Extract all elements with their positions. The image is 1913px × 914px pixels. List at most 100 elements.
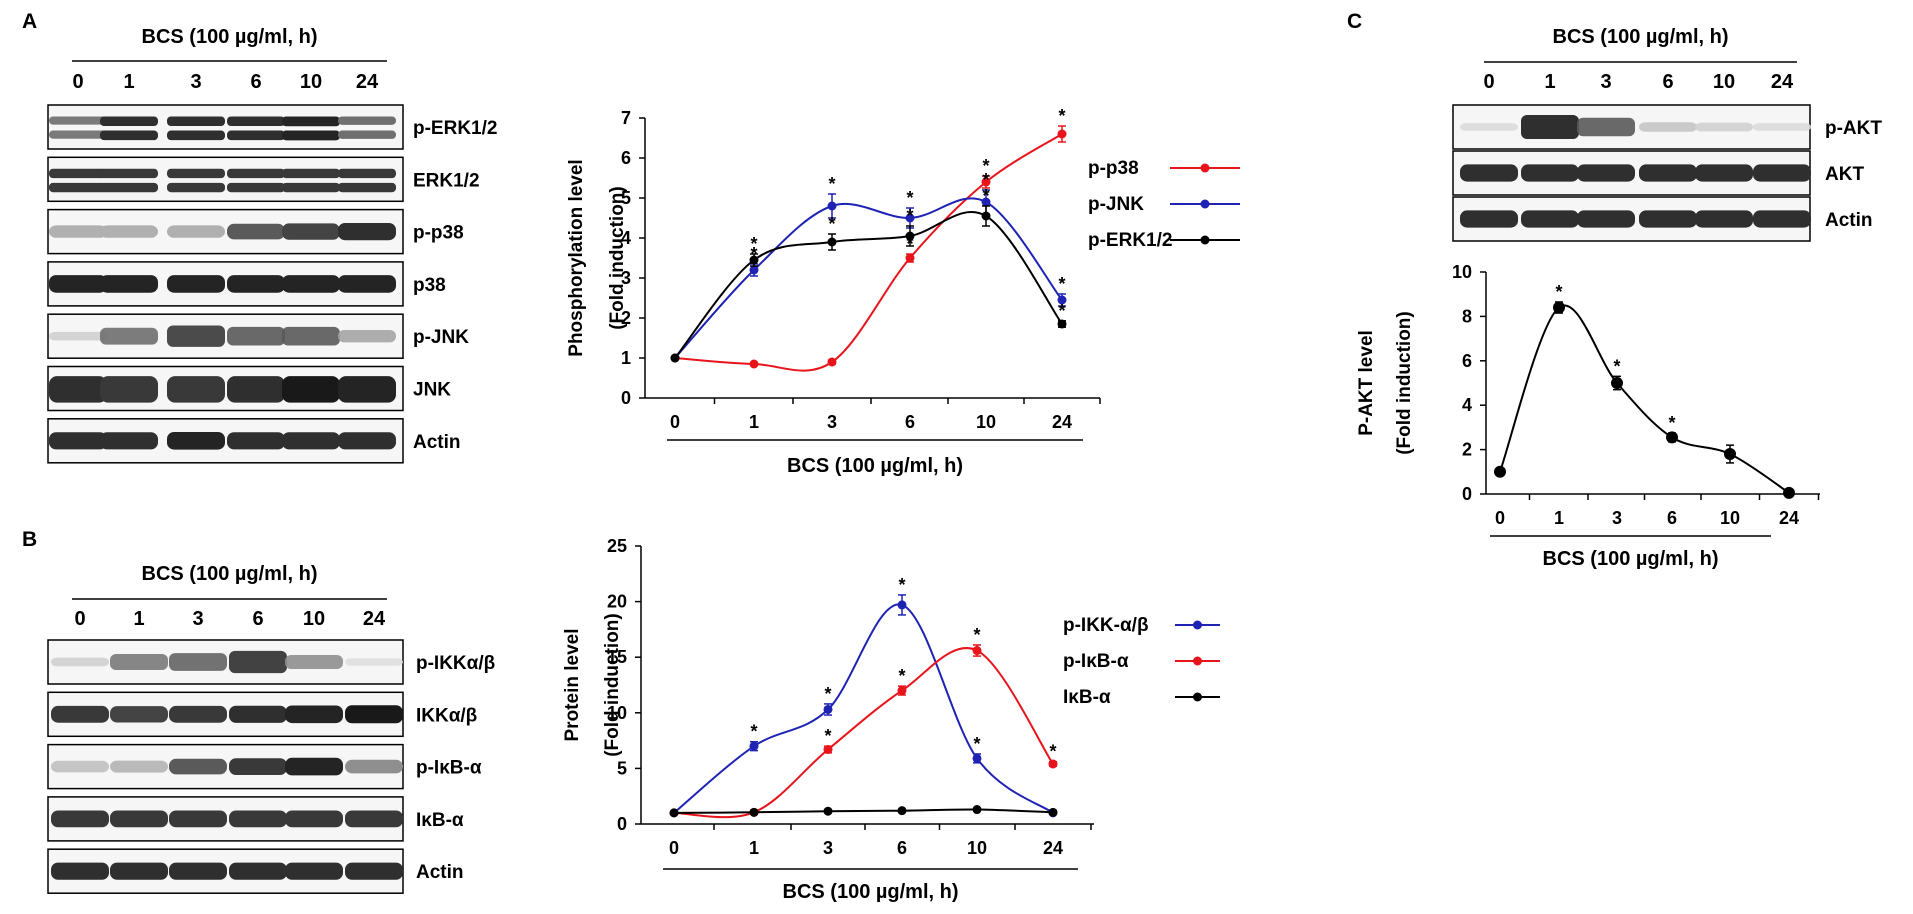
significance-star: *: [824, 684, 831, 704]
series-line: [1499, 304, 1790, 494]
data-point: [669, 808, 679, 818]
legend-swatch-marker: [1193, 692, 1202, 702]
lane-label-24: 24: [356, 71, 379, 93]
series-p-akt: * * *: [1494, 282, 1795, 499]
band: [227, 376, 285, 403]
y-tick-label-20: 20: [607, 592, 627, 612]
significance-star: *: [750, 234, 757, 254]
band: [1639, 122, 1697, 132]
band: [167, 325, 225, 347]
blot-row-p-ikkalpha-beta: p-IKKα/β: [47, 639, 495, 685]
lane-label-10: 10: [300, 71, 322, 93]
data-point: [1783, 486, 1795, 499]
band: [1639, 164, 1697, 182]
y-tick-label-3: 3: [621, 268, 631, 288]
band: [282, 116, 340, 127]
band: [338, 182, 396, 193]
band: [285, 862, 343, 880]
data-point: [749, 359, 759, 369]
band: [338, 432, 396, 450]
data-point: [905, 253, 915, 263]
y-tick-label-2: 2: [621, 308, 631, 328]
panel-label-c: C: [1347, 10, 1362, 33]
panel-label-b: B: [22, 528, 37, 551]
western-blot-b: BCS (100 µg/ml, h) 0 1 3 6 10 24 p-IKKα/β IKKα/β…: [47, 563, 495, 894]
band: [345, 705, 403, 724]
band: [1460, 123, 1518, 131]
blot-label-jnk: JNK: [413, 380, 451, 401]
band: [229, 650, 287, 674]
data-point: [823, 704, 833, 714]
data-point: [827, 237, 837, 247]
band: [51, 657, 109, 667]
data-point: [1611, 377, 1623, 389]
y-tick-label-2: 2: [1462, 440, 1472, 460]
band: [282, 130, 340, 141]
significance-star: *: [1049, 742, 1056, 762]
data-point: [1553, 301, 1565, 314]
significance-star: *: [906, 206, 913, 226]
band: [227, 182, 285, 193]
significance-star: *: [898, 666, 905, 686]
band: [51, 705, 109, 723]
data-point: [827, 201, 837, 211]
significance-star: *: [973, 625, 980, 645]
data-point: [905, 213, 915, 223]
series-line: [674, 211, 1063, 359]
lane-label-0: 0: [74, 608, 85, 630]
band: [1577, 117, 1635, 137]
chart-protein-b: 0 5 10 15 20 25 0 1 3 6 10 24 BCS (100 µg/ml, h) Prot…: [562, 536, 1220, 903]
band: [1753, 164, 1811, 182]
blot-header: BCS (100 µg/ml, h): [1553, 26, 1729, 48]
band: [169, 705, 227, 723]
legend-label-ikappab-alpha: IκB-α: [1063, 687, 1111, 708]
legend: p-p38 p-JNK p-ERK1/2: [1088, 158, 1240, 251]
blot-row-p-akt: p-AKT: [1452, 104, 1882, 150]
band: [49, 225, 107, 238]
band: [227, 168, 285, 179]
band: [49, 331, 107, 341]
band: [282, 326, 340, 346]
y-tick-label-15: 15: [607, 647, 627, 667]
significance-star: *: [898, 575, 905, 595]
series-line: [673, 808, 1054, 814]
data-point: [1057, 295, 1067, 305]
legend-swatch-marker: [1200, 163, 1210, 173]
lane-label-1: 1: [133, 608, 144, 630]
lane-label-10: 10: [1713, 71, 1735, 93]
band: [110, 760, 168, 773]
significance-star: *: [982, 156, 989, 176]
band: [1695, 210, 1753, 228]
band: [167, 130, 225, 141]
x-tick-label-3: 3: [1612, 508, 1622, 528]
series-p-erk1-2: ** ***: [670, 186, 1067, 363]
blot-row-actin: Actin: [47, 418, 461, 464]
band: [282, 432, 340, 450]
y-tick-label-25: 25: [607, 536, 627, 556]
blot-row-p-p38: p-p38: [47, 208, 464, 255]
lane-label-1: 1: [123, 71, 134, 93]
significance-star: *: [1613, 356, 1620, 376]
band: [227, 223, 285, 240]
data-point: [981, 211, 991, 221]
band: [169, 810, 227, 828]
series-line: [674, 133, 1063, 372]
data-point: [981, 177, 991, 187]
band: [49, 116, 107, 125]
band: [338, 168, 396, 179]
blot-label-ikappab-alpha: IκB-α: [416, 810, 464, 831]
lane-label-0: 0: [1483, 71, 1494, 93]
band: [110, 654, 168, 670]
x-axis-title: BCS (100 µg/ml, h): [783, 881, 959, 903]
band: [167, 168, 225, 179]
blot-row-p-jnk: p-JNK: [47, 313, 469, 359]
band: [338, 130, 396, 139]
band: [51, 760, 109, 773]
blot-frame: [47, 104, 404, 150]
x-tick-label-10: 10: [976, 412, 996, 432]
band: [338, 376, 396, 403]
significance-star: *: [1058, 274, 1065, 294]
band: [1521, 210, 1579, 228]
data-point: [1494, 465, 1506, 478]
